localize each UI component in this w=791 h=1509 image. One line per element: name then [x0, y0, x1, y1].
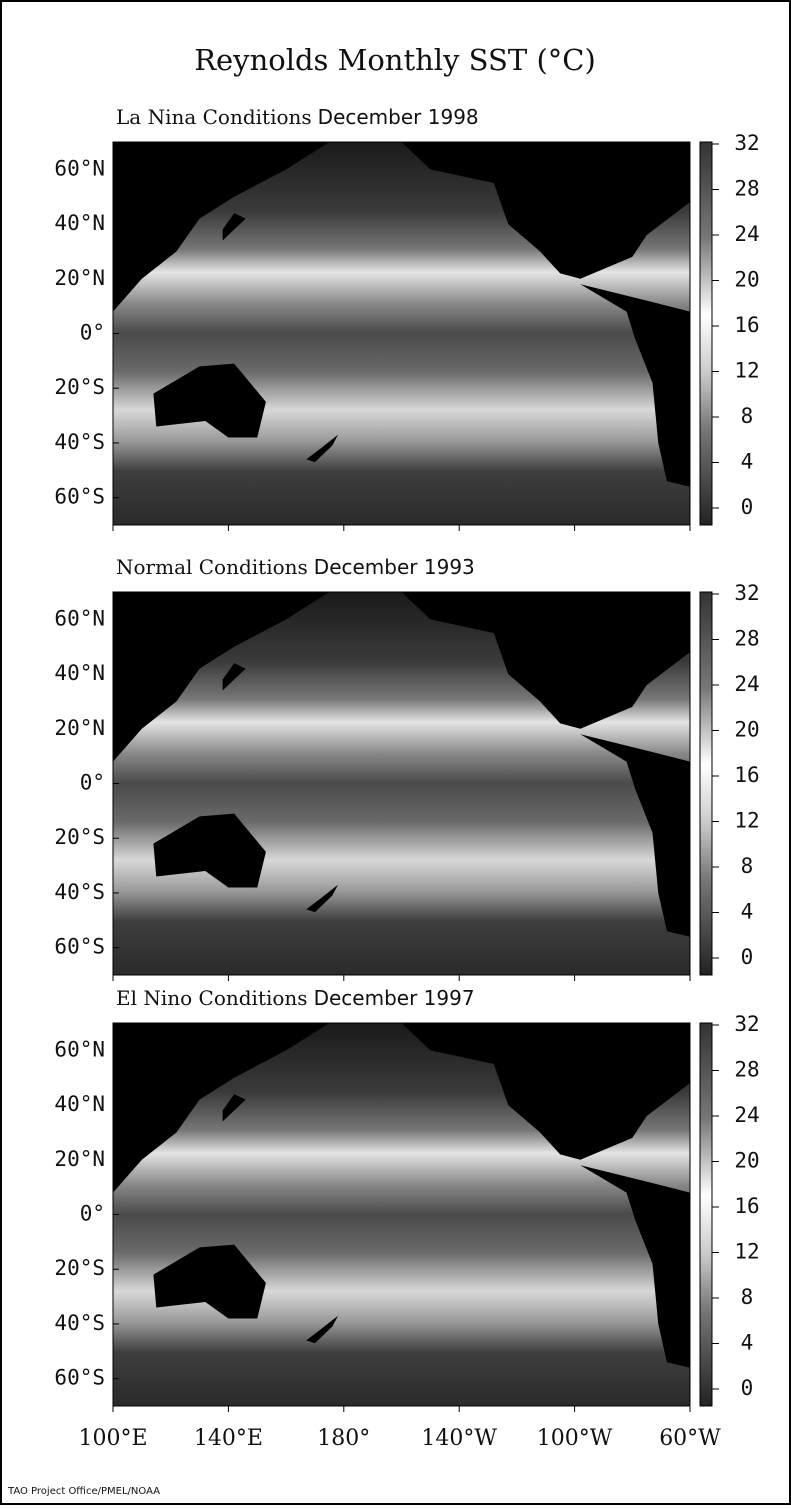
colorbar-label: 8: [741, 1285, 754, 1309]
land: [113, 142, 330, 312]
map-panel: Normal Conditions December 1993 60°N 40°N 20…: [54, 555, 760, 981]
colorbar-label: 4: [741, 1331, 754, 1355]
colorbar-label: 32: [734, 581, 759, 605]
colorbar: [699, 141, 713, 526]
colorbar-label: 12: [734, 359, 759, 383]
colorbar-label: 12: [734, 809, 759, 833]
lon-label: 60°W: [659, 1426, 721, 1451]
lon-label: 100°W: [537, 1426, 613, 1451]
lat-label: 0°: [80, 771, 105, 795]
credit: TAO Project Office/PMEL/NOAA: [7, 1486, 160, 1497]
land: [306, 1315, 339, 1344]
colorbar-label: 0: [741, 1376, 754, 1400]
colorbar-label: 32: [734, 131, 759, 155]
lat-label: 40°S: [54, 1311, 105, 1335]
land: [113, 592, 330, 762]
colorbar-label: 0: [741, 945, 754, 969]
land: [113, 1023, 330, 1193]
colorbar-label: 12: [734, 1240, 759, 1264]
land: [580, 1165, 690, 1368]
condition: El Nino Conditions: [116, 986, 308, 1010]
land: [580, 734, 690, 937]
colorbar-label: 8: [741, 854, 754, 878]
land: [306, 434, 339, 463]
lat-label: 60°S: [54, 485, 105, 509]
land: [222, 663, 246, 691]
land: [306, 884, 339, 913]
lat-label: 20°N: [54, 716, 105, 740]
land: [401, 592, 690, 729]
colorbar-label: 24: [734, 672, 759, 696]
colorbar-label: 4: [741, 450, 754, 474]
lat-label: 60°S: [54, 1366, 105, 1390]
lat-label: 60°N: [54, 156, 105, 180]
date: December 1997: [314, 986, 475, 1010]
lon-label: 140°E: [194, 1426, 263, 1451]
colorbar-label: 16: [734, 1194, 759, 1218]
condition: Normal Conditions: [116, 555, 308, 579]
title: Reynolds Monthly SST (°C): [194, 43, 596, 77]
land: [401, 1023, 690, 1160]
panel-title: El Nino Conditions December 1997: [116, 986, 475, 1010]
colorbar-label: 28: [734, 1058, 759, 1082]
colorbar-label: 24: [734, 1103, 759, 1127]
lat-label: 60°S: [54, 935, 105, 959]
map-panel: La Nina Conditions December 1998 60°N 40°N 2…: [54, 105, 760, 531]
colorbar-label: 4: [741, 900, 754, 924]
panel-title: Normal Conditions December 1993: [116, 555, 475, 579]
date: December 1998: [318, 105, 479, 129]
colorbar: [699, 1022, 713, 1407]
lat-label: 40°N: [54, 211, 105, 235]
colorbar-label: 16: [734, 763, 759, 787]
lat-label: 20°S: [54, 375, 105, 399]
lat-label: 40°N: [54, 661, 105, 685]
colorbar-label: 28: [734, 177, 759, 201]
land: [401, 142, 690, 279]
lat-label: 20°S: [54, 1256, 105, 1280]
lon-label: 180°: [317, 1426, 370, 1451]
condition: La Nina Conditions: [116, 105, 312, 129]
land: [222, 1094, 246, 1122]
land: [153, 1244, 266, 1319]
lat-label: 40°S: [54, 430, 105, 454]
lat-label: 40°N: [54, 1092, 105, 1116]
colorbar-label: 20: [734, 718, 759, 742]
map-panel: El Nino Conditions December 1997 60°N 40°N 2…: [54, 986, 759, 1452]
lat-label: 20°N: [54, 266, 105, 290]
land: [580, 284, 690, 487]
lat-label: 60°N: [54, 1037, 105, 1061]
land: [153, 813, 266, 888]
lon-label: 140°W: [421, 1426, 497, 1451]
colorbar: [699, 591, 713, 976]
colorbar-label: 8: [741, 404, 754, 428]
lat-label: 0°: [80, 321, 105, 345]
lat-label: 20°N: [54, 1147, 105, 1171]
colorbar-label: 16: [734, 313, 759, 337]
colorbar-label: 20: [734, 268, 759, 292]
lat-label: 60°N: [54, 606, 105, 630]
colorbar-label: 24: [734, 222, 759, 246]
colorbar-label: 20: [734, 1149, 759, 1173]
lon-label: 100°E: [78, 1426, 147, 1451]
land: [222, 213, 246, 241]
lat-label: 20°S: [54, 825, 105, 849]
colorbar-label: 28: [734, 627, 759, 651]
colorbar-label: 32: [734, 1012, 759, 1036]
panel-title: La Nina Conditions December 1998: [116, 105, 479, 129]
lat-label: 0°: [80, 1202, 105, 1226]
lat-label: 40°S: [54, 880, 105, 904]
date: December 1993: [314, 555, 475, 579]
colorbar-label: 0: [741, 495, 754, 519]
land: [153, 363, 266, 438]
